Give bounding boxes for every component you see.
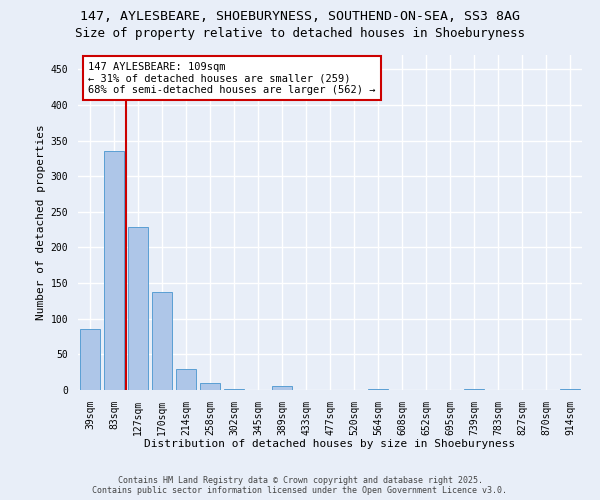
Text: Contains HM Land Registry data © Crown copyright and database right 2025.
Contai: Contains HM Land Registry data © Crown c… xyxy=(92,476,508,495)
Bar xyxy=(224,388,244,390)
X-axis label: Distribution of detached houses by size in Shoeburyness: Distribution of detached houses by size … xyxy=(145,439,515,449)
Bar xyxy=(104,150,124,390)
Bar xyxy=(272,386,292,390)
Y-axis label: Number of detached properties: Number of detached properties xyxy=(37,124,46,320)
Bar xyxy=(200,383,220,390)
Bar xyxy=(152,292,172,390)
Text: 147 AYLESBEARE: 109sqm
← 31% of detached houses are smaller (259)
68% of semi-de: 147 AYLESBEARE: 109sqm ← 31% of detached… xyxy=(88,62,376,95)
Text: Size of property relative to detached houses in Shoeburyness: Size of property relative to detached ho… xyxy=(75,28,525,40)
Bar xyxy=(80,330,100,390)
Bar xyxy=(176,368,196,390)
Bar xyxy=(560,388,580,390)
Text: 147, AYLESBEARE, SHOEBURYNESS, SOUTHEND-ON-SEA, SS3 8AG: 147, AYLESBEARE, SHOEBURYNESS, SOUTHEND-… xyxy=(80,10,520,23)
Bar xyxy=(128,227,148,390)
